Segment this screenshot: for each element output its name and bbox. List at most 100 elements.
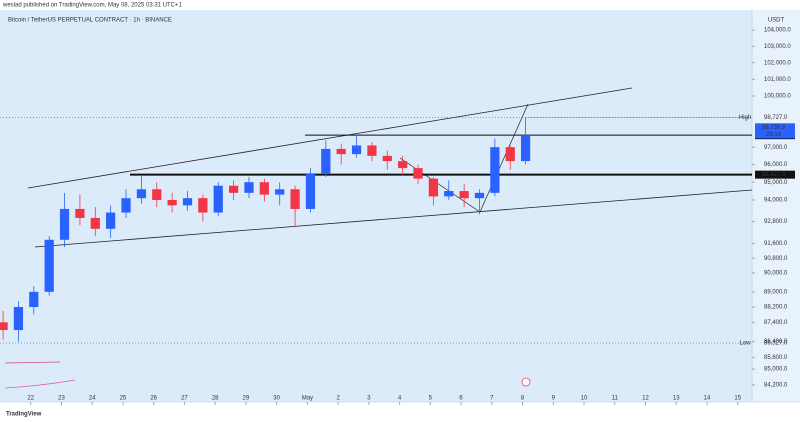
level-name: Low [739,341,751,347]
axis-background [752,10,800,402]
y-tick-label: 84,200.0 [764,383,788,389]
x-tick-label: 24 [89,396,96,402]
candle-body [90,217,100,229]
y-tick-label: 90,000.0 [764,271,788,277]
x-tick-label: 22 [27,396,34,402]
level-value: 98,727.0 [764,115,788,121]
last-price-label: 98,738.8 [762,125,786,131]
y-tick-label: 101,000.0 [764,77,791,83]
price-label: 95,427.8 [762,172,786,178]
trend-line [34,189,753,248]
trend-line [27,87,633,189]
x-tick-label: 25 [120,396,127,402]
x-tick-label: 5 [429,396,433,402]
y-tick-label: 103,000.0 [764,44,791,50]
candle-body [244,182,254,193]
trend-line [479,103,529,213]
x-tick-label: 27 [181,396,188,402]
candle-body [213,185,223,213]
candle-body [167,199,177,206]
x-tick-label: 28 [212,396,219,402]
x-tick-label: 4 [398,396,402,402]
x-tick-label: May [302,396,313,402]
currency: USDT [768,18,785,24]
y-tick-label: 90,800.0 [764,256,788,262]
footer-logo: TradingView [6,412,42,418]
candle-body [136,189,147,199]
x-tick-label: 10 [581,396,588,402]
x-tick-label: 30 [273,396,280,402]
candle-body [444,191,454,197]
indicator-line [4,361,61,364]
drawings [27,87,753,248]
candle-body [382,155,392,162]
candle-body [44,239,54,292]
candle-body [505,147,515,162]
candle-body [59,208,70,240]
y-tick-label: 91,600.0 [764,241,788,247]
candle-body [228,185,239,193]
y-tick-label: 97,000.0 [764,145,788,151]
event-icon[interactable] [521,377,531,387]
candle-body [259,182,269,195]
y-tick-label: 88,200.0 [764,305,788,311]
candle-body [398,161,408,169]
x-tick-label: 14 [704,396,711,402]
candle-body [413,168,423,179]
x-tick-label: 7 [490,396,494,402]
x-tick-label: 3 [367,396,371,402]
candle-body [521,135,531,162]
y-tick-label: 85,000.0 [764,367,788,373]
candle-body [367,145,377,156]
x-tick-label: 11 [612,396,619,402]
candle-body [198,198,208,213]
candle-body [121,198,131,213]
x-tick-label: 29 [243,396,250,402]
x-tick-label: 26 [150,396,157,402]
candle-body [459,191,469,199]
candle-body [13,307,24,331]
candle-body [275,189,285,195]
candle-body [336,148,346,155]
candle-body [351,145,362,155]
y-tick-label: 102,000.0 [764,60,791,66]
candle-body [0,322,8,331]
y-tick-label: 86,400.0 [764,339,788,345]
x-tick-label: 9 [552,396,556,402]
candle-body [152,189,162,200]
candle-body [428,178,439,197]
candle-body [305,173,316,209]
y-tick-label: 95,000.0 [764,180,788,186]
candle-body [321,148,331,174]
indicator-line [4,379,76,389]
candle-body [106,212,116,229]
x-tick-label: 6 [459,396,463,402]
y-tick-label: 92,800.0 [764,219,788,225]
y-tick-label: 85,600.0 [764,355,788,361]
level-value: 86,327.0 [764,341,788,347]
y-tick-label: 100,000.0 [764,94,791,100]
level-name: High [739,115,751,121]
y-tick-label: 96,000.0 [764,162,788,168]
candle-body [290,189,300,209]
indicator [4,361,76,389]
x-tick-label: 23 [58,396,65,402]
price-label-box [755,170,795,179]
trend-line [399,157,481,213]
chart-title: Bitcoin / TetherUS PERPETUAL CONTRACT · … [8,18,172,24]
y-tick-label: 94,000.0 [764,198,788,204]
logo-box [4,409,32,417]
last-price-box [755,123,795,139]
x-tick-label: 8 [521,396,525,402]
x-tick-label: 12 [642,396,649,402]
y-tick-label: 89,000.0 [764,289,788,295]
candle-body [490,147,500,193]
candle-body [75,208,85,218]
y-tick-label: 104,000.0 [764,28,791,34]
countdown: 29:10 [766,132,782,138]
published-note: weslad published on TradingView.com, May… [2,3,182,9]
candle-body [182,198,193,206]
x-tick-label: 15 [734,396,741,402]
x-tick-label: 13 [673,396,680,402]
